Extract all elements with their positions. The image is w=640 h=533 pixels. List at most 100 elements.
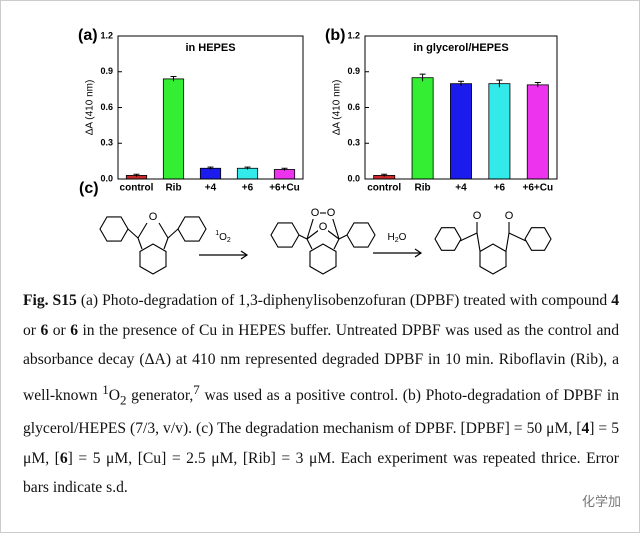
y-tick-label: 0.6 <box>347 102 360 112</box>
atom: O <box>149 211 158 223</box>
panel-label: (a) <box>78 27 98 44</box>
atom-bg <box>148 211 158 223</box>
reagent: H2O <box>388 232 407 244</box>
ring <box>524 227 552 251</box>
caption-text: generator, <box>126 386 194 404</box>
x-tick-label: +4 <box>205 183 217 194</box>
error-bar <box>534 81 541 88</box>
bond <box>306 238 313 250</box>
bond <box>508 232 527 242</box>
caption-text: or <box>23 321 41 339</box>
y-tick-label: 0.9 <box>100 66 113 76</box>
reagent-part: O <box>399 232 407 243</box>
arrow-head <box>414 248 423 258</box>
compound: 4 <box>611 292 620 309</box>
panel-label: (b) <box>325 27 345 44</box>
compound: 6 <box>70 321 78 339</box>
bond <box>137 237 143 250</box>
y-tick-label: 1.2 <box>100 30 113 40</box>
compound: 6 <box>59 449 68 467</box>
plot-frame <box>364 35 558 180</box>
bond <box>158 222 169 239</box>
x-tick-label: +6+Cu <box>269 183 300 194</box>
x-tick-label: +6 <box>494 183 506 194</box>
x-tick-label: control <box>120 183 154 194</box>
caption-text: or <box>48 321 71 339</box>
atom-bg <box>472 210 482 222</box>
bond <box>167 228 179 239</box>
error-bar <box>419 73 426 82</box>
caption-text: (a) Photo-degradation of 1,3-diphenyliso… <box>76 292 612 309</box>
error-bar <box>381 173 388 177</box>
compound: 4 <box>581 420 590 438</box>
atom: O <box>473 210 482 222</box>
structures: OOO O O O <box>99 207 552 275</box>
arrow-head <box>240 250 249 260</box>
bar <box>162 78 185 180</box>
ring <box>270 222 300 248</box>
x-tick-label: control <box>367 183 401 194</box>
ring <box>177 216 207 242</box>
bar <box>411 77 434 180</box>
ring <box>309 243 337 275</box>
bar <box>273 169 296 180</box>
caption: Fig. S15 (a) Photo-degradation of 1,3-di… <box>23 286 619 503</box>
atom-bg <box>326 207 336 219</box>
bond <box>459 232 478 242</box>
caption-text: ] = 5 μM, [ <box>23 420 619 467</box>
bond <box>505 232 510 252</box>
atom: O <box>327 207 336 219</box>
bond <box>137 222 148 239</box>
ring <box>479 243 507 275</box>
bond <box>298 234 308 240</box>
ring <box>434 227 462 251</box>
ring <box>99 216 129 242</box>
bond <box>476 232 481 252</box>
y-tick-label: 0.9 <box>347 66 360 76</box>
reagent-part: H <box>388 232 395 243</box>
reagent-part: O <box>219 232 227 243</box>
y-tick-label: 0.3 <box>100 138 113 148</box>
bar <box>488 83 511 180</box>
error-bar <box>133 173 140 177</box>
reagent-part: 1 <box>215 230 219 237</box>
caption-text: ] = 5 μM, [Cu] = 2.5 μM, [Rib] = 3 μM. E… <box>23 449 619 497</box>
y-axis-label: ΔA (410 nm) <box>85 80 96 136</box>
y-axis-label: ΔA (410 nm) <box>332 80 343 136</box>
caption-label: Fig. S15 <box>23 292 77 309</box>
error-bar <box>496 79 503 88</box>
bar <box>199 167 222 180</box>
bar <box>236 167 259 180</box>
superscript: 1 <box>102 381 109 397</box>
atom-bg <box>504 210 514 222</box>
error-bar <box>458 80 464 87</box>
error-bar <box>207 166 214 170</box>
y-tick-label: 0.0 <box>100 173 113 183</box>
reference: 7 <box>193 381 200 397</box>
atom-bg <box>310 207 320 219</box>
bond <box>163 237 169 250</box>
chart-title: in glycerol/HEPES <box>413 42 508 54</box>
caption-text: in the presence of Cu in HEPES buffer. U… <box>23 321 619 404</box>
bond <box>338 234 348 240</box>
bond <box>333 238 340 250</box>
error-bar <box>244 166 251 170</box>
x-tick-label: Rib <box>165 183 181 194</box>
x-tick-label: Rib <box>415 183 431 194</box>
subscript: 2 <box>119 391 127 407</box>
ring <box>346 222 376 248</box>
atom: O <box>505 210 514 222</box>
caption-text: was used as a positive control. (b) Phot… <box>23 386 620 438</box>
watermark: 化学加 <box>577 491 625 510</box>
error-bar <box>281 167 288 171</box>
x-tick-label: +4 <box>455 183 467 194</box>
reagent-part: 2 <box>395 237 399 244</box>
bar <box>450 83 472 180</box>
error-bar <box>170 76 177 82</box>
atom: O <box>319 221 328 233</box>
y-tick-label: 0.6 <box>100 102 113 112</box>
y-tick-label: 1.2 <box>347 30 360 40</box>
y-tick-label: 0.3 <box>347 138 360 148</box>
caption-text: O <box>108 386 120 404</box>
